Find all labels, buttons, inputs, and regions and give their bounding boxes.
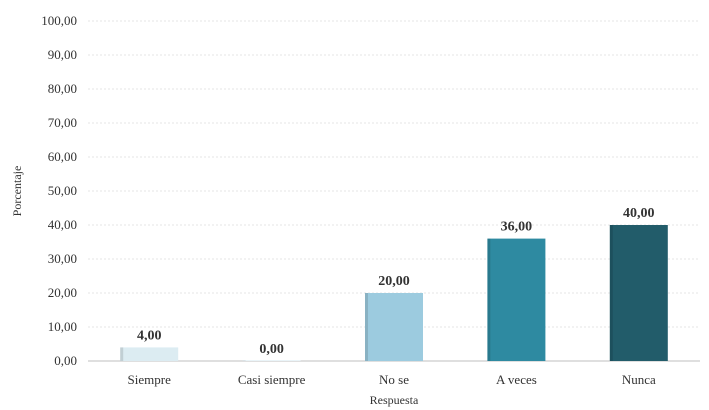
data-label: 4,00 — [137, 328, 162, 343]
y-axis-ticks: 0,00 10,00 20,00 30,00 40,00 50,00 60,00 70,00 8… — [41, 13, 77, 368]
bar-edge-shade — [365, 293, 368, 361]
y-tick-label: 50,00 — [48, 183, 77, 198]
bar — [365, 293, 423, 361]
bars — [120, 225, 668, 361]
bar-edge-shade — [609, 225, 613, 361]
bar — [242, 360, 301, 361]
x-tick-label: Nunca — [622, 372, 656, 387]
bar-group-a-veces — [487, 238, 546, 361]
bar-edge-shade — [487, 238, 491, 361]
bar-edge-shade — [120, 347, 124, 361]
bar-group-no-se — [365, 293, 423, 361]
y-tick-label: 60,00 — [48, 149, 77, 164]
y-axis-title: Porcentaje — [10, 166, 24, 217]
y-tick-label: 0,00 — [54, 353, 77, 368]
bar — [609, 225, 668, 361]
data-label: 20,00 — [378, 274, 410, 289]
x-tick-label: A veces — [496, 372, 537, 387]
y-tick-label: 90,00 — [48, 47, 77, 62]
data-label: 0,00 — [259, 342, 284, 357]
y-tick-label: 70,00 — [48, 115, 77, 130]
x-tick-label: Casi siempre — [238, 372, 306, 387]
x-axis-title: Respuesta — [370, 393, 419, 407]
x-tick-label: Siempre — [128, 372, 172, 387]
data-label: 36,00 — [501, 220, 533, 235]
y-tick-label: 30,00 — [48, 251, 77, 266]
bar-group-casi-siempre — [242, 360, 301, 361]
y-tick-label: 100,00 — [41, 13, 77, 28]
y-tick-label: 80,00 — [48, 81, 77, 96]
x-tick-label: No se — [379, 372, 409, 387]
gridlines — [88, 20, 700, 362]
y-tick-label: 10,00 — [48, 319, 77, 334]
y-tick-label: 20,00 — [48, 285, 77, 300]
y-tick-label: 40,00 — [48, 217, 77, 232]
data-label: 40,00 — [623, 206, 655, 221]
data-labels: 4,00 0,00 20,00 36,00 40,00 — [137, 206, 655, 357]
bar — [120, 347, 179, 361]
bar-edge-shade — [242, 360, 246, 361]
bar-group-nunca — [609, 225, 668, 361]
x-axis-ticks: Siempre Casi siempre No se A veces Nunca — [128, 372, 656, 387]
bar — [487, 238, 546, 361]
bar-group-siempre — [120, 347, 179, 361]
